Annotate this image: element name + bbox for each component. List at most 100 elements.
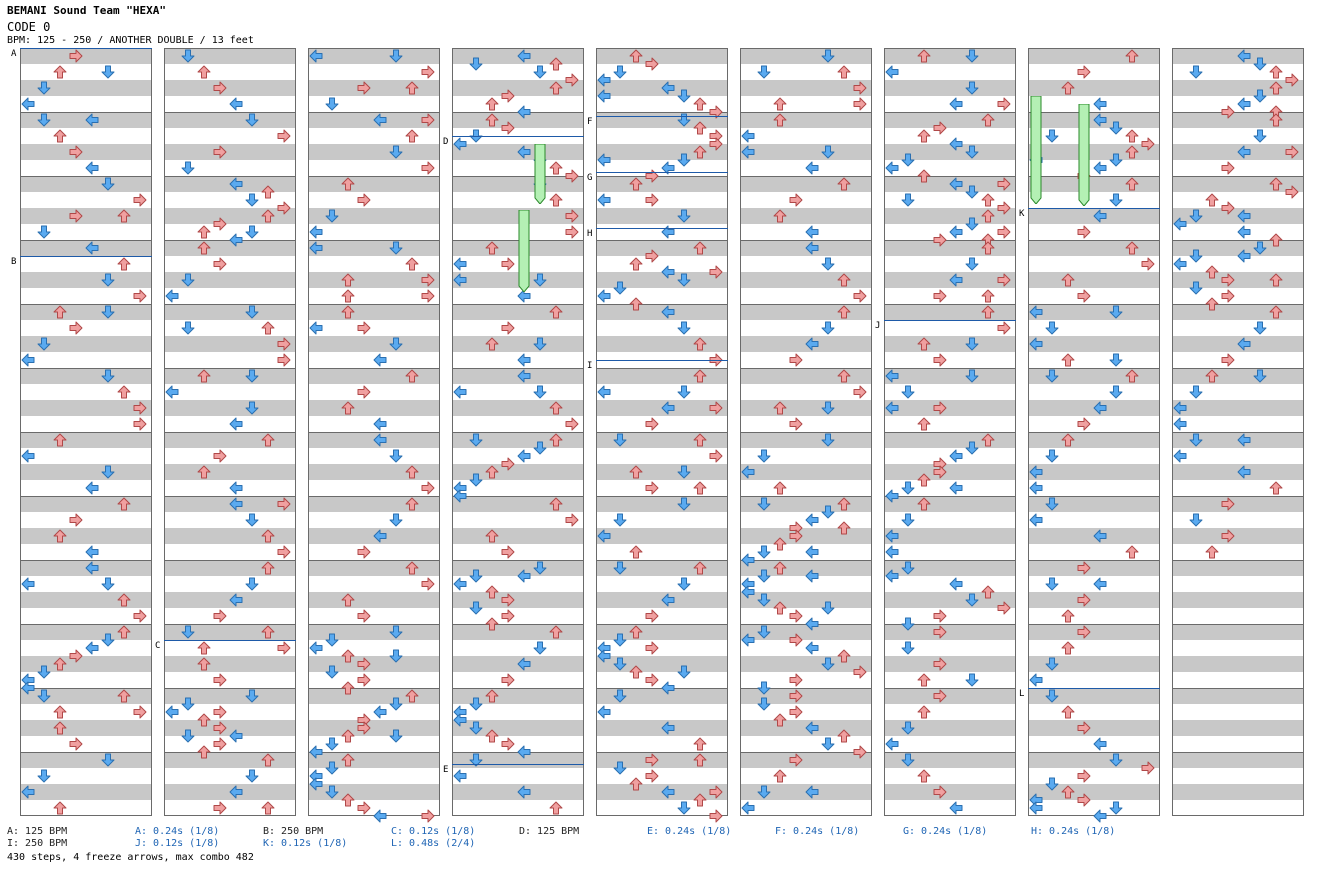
freeze-arrow bbox=[1030, 95, 1042, 205]
legend-entry: F: 0.24s (1/8) bbox=[775, 826, 860, 837]
arrow-down-icon bbox=[389, 697, 403, 711]
arrow-right-icon bbox=[501, 609, 515, 623]
arrow-up-icon bbox=[405, 497, 419, 511]
arrow-right-icon bbox=[1077, 561, 1091, 575]
arrow-up-icon bbox=[1205, 297, 1219, 311]
measure-line bbox=[1172, 752, 1304, 753]
legend-entry: A: 0.24s (1/8) bbox=[135, 826, 220, 837]
freeze-arrow bbox=[518, 209, 530, 293]
arrow-left-icon bbox=[229, 593, 243, 607]
arrow-up-icon bbox=[117, 593, 131, 607]
arrow-up-icon bbox=[117, 497, 131, 511]
arrow-left-icon bbox=[1237, 249, 1251, 263]
arrow-up-icon bbox=[261, 753, 275, 767]
arrow-right-icon bbox=[645, 641, 659, 655]
arrow-up-icon bbox=[917, 169, 931, 183]
arrow-left-icon bbox=[309, 641, 323, 655]
arrow-right-icon bbox=[213, 705, 227, 719]
arrow-right-icon bbox=[421, 289, 435, 303]
arrow-left-icon bbox=[741, 129, 755, 143]
arrow-down-icon bbox=[613, 65, 627, 79]
marker-line-e bbox=[452, 764, 584, 765]
arrow-left-icon bbox=[597, 649, 611, 663]
arrow-right-icon bbox=[789, 529, 803, 543]
arrow-right-icon bbox=[213, 801, 227, 815]
measure-line bbox=[1028, 112, 1160, 113]
arrow-down-icon bbox=[325, 761, 339, 775]
arrow-down-icon bbox=[245, 305, 259, 319]
arrow-left-icon bbox=[309, 745, 323, 759]
arrow-down-icon bbox=[389, 625, 403, 639]
arrow-left-icon bbox=[805, 569, 819, 583]
arrow-left-icon bbox=[21, 353, 35, 367]
marker-line-i bbox=[596, 360, 728, 361]
arrow-right-icon bbox=[1077, 289, 1091, 303]
marker-label: E bbox=[443, 765, 449, 775]
arrow-right-icon bbox=[69, 737, 83, 751]
measure-line bbox=[452, 432, 584, 433]
measure-line bbox=[20, 304, 152, 305]
arrow-down-icon bbox=[757, 593, 771, 607]
arrow-up-icon bbox=[53, 657, 67, 671]
measure-line bbox=[884, 240, 1016, 241]
measure-line bbox=[596, 560, 728, 561]
arrow-down-icon bbox=[965, 593, 979, 607]
arrow-right-icon bbox=[357, 801, 371, 815]
arrow-right-icon bbox=[997, 601, 1011, 615]
arrow-down-icon bbox=[245, 769, 259, 783]
arrow-up-icon bbox=[341, 177, 355, 191]
arrow-right-icon bbox=[789, 193, 803, 207]
arrow-right-icon bbox=[213, 449, 227, 463]
arrow-up-icon bbox=[693, 369, 707, 383]
arrow-left-icon bbox=[1029, 337, 1043, 351]
arrow-down-icon bbox=[37, 113, 51, 127]
arrow-left-icon bbox=[805, 721, 819, 735]
arrow-down-icon bbox=[1045, 689, 1059, 703]
arrow-up-icon bbox=[197, 369, 211, 383]
arrow-right-icon bbox=[357, 545, 371, 559]
arrow-down-icon bbox=[677, 801, 691, 815]
arrow-up-icon bbox=[917, 705, 931, 719]
arrow-down-icon bbox=[37, 689, 51, 703]
marker-label: C bbox=[155, 641, 161, 651]
arrow-down-icon bbox=[965, 81, 979, 95]
measure-line bbox=[884, 496, 1016, 497]
arrow-up-icon bbox=[693, 753, 707, 767]
measure-line bbox=[740, 560, 872, 561]
measure-line bbox=[740, 752, 872, 753]
arrow-down-icon bbox=[901, 513, 915, 527]
arrow-left-icon bbox=[885, 65, 899, 79]
arrow-up-icon bbox=[197, 241, 211, 255]
arrow-down-icon bbox=[1045, 657, 1059, 671]
arrow-up-icon bbox=[693, 481, 707, 495]
arrow-up-icon bbox=[917, 129, 931, 143]
arrow-up-icon bbox=[1125, 369, 1139, 383]
arrow-up-icon bbox=[1061, 641, 1075, 655]
arrow-right-icon bbox=[133, 289, 147, 303]
arrow-down-icon bbox=[677, 465, 691, 479]
arrow-down-icon bbox=[389, 649, 403, 663]
chart-info: BPM: 125 - 250 / ANOTHER DOUBLE / 13 fee… bbox=[7, 35, 254, 46]
arrow-up-icon bbox=[197, 465, 211, 479]
arrow-right-icon bbox=[1221, 105, 1235, 119]
measure-line bbox=[884, 688, 1016, 689]
freeze-arrow bbox=[534, 143, 546, 205]
arrow-left-icon bbox=[1237, 49, 1251, 63]
measure-line bbox=[308, 176, 440, 177]
arrow-right-icon bbox=[709, 105, 723, 119]
measure-line bbox=[308, 432, 440, 433]
arrow-down-icon bbox=[1045, 321, 1059, 335]
song-title: CODE 0 bbox=[7, 20, 51, 34]
arrow-left-icon bbox=[1093, 209, 1107, 223]
arrow-left-icon bbox=[661, 225, 675, 239]
arrow-left-icon bbox=[741, 633, 755, 647]
arrow-down-icon bbox=[1109, 801, 1123, 815]
arrow-right-icon bbox=[277, 641, 291, 655]
arrow-right-icon bbox=[853, 289, 867, 303]
arrow-left-icon bbox=[453, 273, 467, 287]
arrow-down-icon bbox=[1189, 513, 1203, 527]
arrow-right-icon bbox=[789, 633, 803, 647]
arrow-down-icon bbox=[677, 385, 691, 399]
marker-label: L bbox=[1019, 689, 1025, 699]
chart-column-1 bbox=[20, 48, 152, 816]
